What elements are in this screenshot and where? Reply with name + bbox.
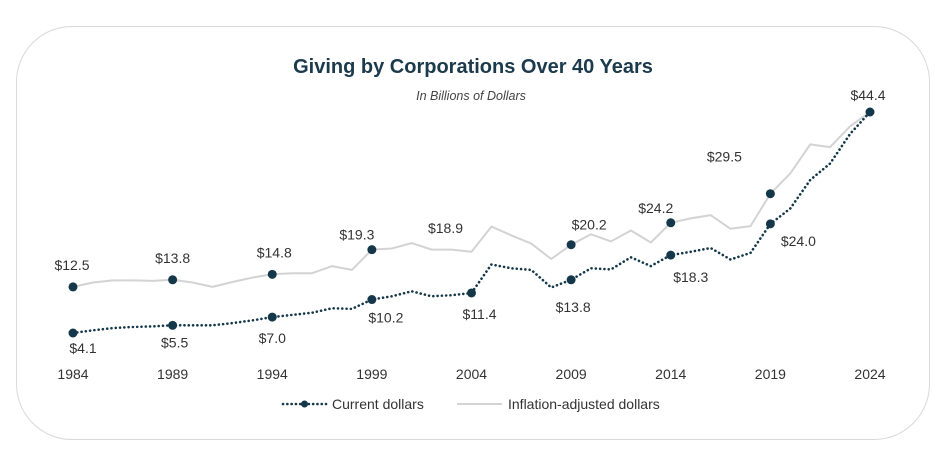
data-label-current-2014: $18.3 [673,269,708,285]
data-label-current-2009: $13.8 [556,299,591,315]
x-tick-1989: 1989 [157,366,188,382]
series-layer [71,110,872,335]
marker-current-2009 [566,275,576,285]
data-label-inflation-1984: $12.5 [54,257,89,273]
x-tick-2004: 2004 [456,366,487,382]
x-tick-1999: 1999 [356,366,387,382]
marker-current-2019 [765,219,775,229]
x-tick-2019: 2019 [755,366,786,382]
legend-label-inflation: Inflation-adjusted dollars [508,396,660,412]
marker-current-2014 [666,250,676,260]
data-label-current-2024: $44.4 [850,87,885,103]
data-label-current-2004: $11.4 [463,306,497,322]
marker-inflation-1999 [367,245,377,255]
data-label-layer: $12.5 $13.8 $14.8 $19.3 $20.2 $24.2 $29.5 $18.9… [54,87,885,356]
legend-label-current: Current dollars [332,396,424,412]
data-label-current-1994: $7.0 [259,330,286,346]
legend-item-inflation: Inflation-adjusted dollars [457,396,660,412]
x-tick-1984: 1984 [57,366,88,382]
data-label-current-2019: $24.0 [781,233,816,249]
marker-inflation-1984 [68,282,78,292]
data-label-inflation-1994: $14.8 [257,244,292,260]
marker-inflation-2014 [666,218,676,228]
marker-current-1994 [267,312,277,322]
data-label-inflation-2009: $20.2 [572,217,607,233]
data-label-inflation_label_only-2004: $18.9 [428,220,463,236]
marker-layer [68,107,875,338]
x-tick-2009: 2009 [556,366,587,382]
series-line-inflation [72,111,871,288]
marker-inflation-1989 [168,275,178,285]
chart-title: Giving by Corporations Over 40 Years [293,56,653,78]
data-label-inflation-1989: $13.8 [155,250,190,266]
chart-subtitle: In Billions of Dollars [416,89,526,103]
marker-inflation-1994 [267,269,277,279]
x-tick-2024: 2024 [854,366,885,382]
data-label-current-1984: $4.1 [69,340,96,356]
data-label-current-1999: $10.2 [368,310,403,326]
legend: Current dollars Inflation-adjusted dollar… [281,396,660,412]
marker-inflation-2019 [765,189,775,199]
data-label-inflation-1999: $19.3 [339,227,374,243]
marker-current-1999 [367,295,377,305]
x-axis-ticks: 1984 1989 1994 1999 2004 2009 2014 2019 2024 [57,366,885,382]
marker-inflation-2009 [566,240,576,250]
marker-current-1984 [68,328,78,338]
series-line-current [71,110,872,335]
marker-current-2024 [865,107,875,117]
data-label-current-1989: $5.5 [161,334,188,350]
marker-current-2004 [467,288,476,298]
x-tick-1994: 1994 [257,366,288,382]
legend-item-current: Current dollars [281,396,424,412]
x-tick-2014: 2014 [655,366,686,382]
chart-card [16,26,930,440]
data-label-inflation-2014: $24.2 [638,200,673,216]
data-label-inflation-2019: $29.5 [707,149,742,165]
marker-current-1989 [168,320,178,330]
legend-marker-current [301,400,308,408]
